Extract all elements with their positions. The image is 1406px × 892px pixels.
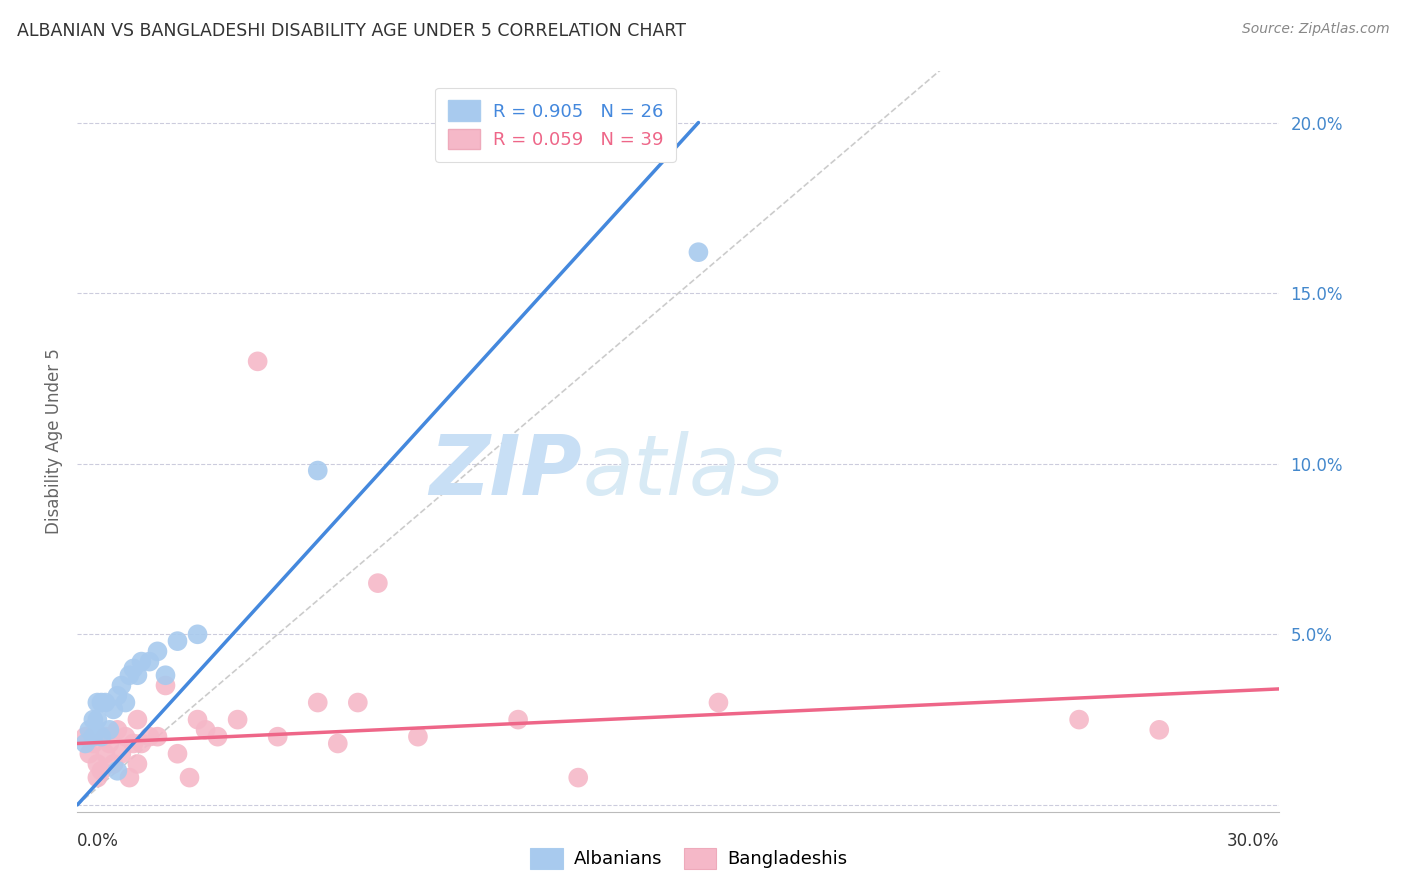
Point: [186, 713, 209, 727]
Point: [98, 737, 121, 751]
Point: [90, 730, 112, 744]
Text: 30.0%: 30.0%: [1227, 831, 1279, 849]
Point: [94, 747, 117, 761]
Text: ALBANIAN VS BANGLADESHI DISABILITY AGE UNDER 5 CORRELATION CHART: ALBANIAN VS BANGLADESHI DISABILITY AGE U…: [17, 22, 686, 40]
Point: [207, 730, 229, 744]
Point: [1069, 713, 1091, 727]
Point: [94, 730, 117, 744]
Point: [82, 737, 104, 751]
Point: [226, 713, 249, 727]
Point: [118, 668, 141, 682]
Point: [131, 737, 153, 751]
Point: [131, 655, 153, 669]
Point: [127, 668, 149, 682]
Point: [75, 730, 97, 744]
Point: [567, 771, 589, 785]
Point: [79, 747, 101, 761]
Point: [114, 696, 136, 710]
Point: [508, 713, 530, 727]
Legend: Albanians, Bangladeshis: Albanians, Bangladeshis: [523, 840, 855, 876]
Point: [82, 713, 104, 727]
Point: [347, 696, 370, 710]
Text: ZIP: ZIP: [430, 431, 582, 512]
Point: [166, 747, 188, 761]
Point: [94, 696, 117, 710]
Point: [179, 771, 201, 785]
Point: [138, 655, 160, 669]
Legend: R = 0.905   N = 26, R = 0.059   N = 39: R = 0.905 N = 26, R = 0.059 N = 39: [434, 87, 676, 162]
Text: Source: ZipAtlas.com: Source: ZipAtlas.com: [1241, 22, 1389, 37]
Point: [127, 713, 149, 727]
Point: [406, 730, 429, 744]
Point: [86, 696, 108, 710]
Point: [688, 245, 710, 260]
Point: [107, 689, 129, 703]
Point: [82, 730, 104, 744]
Point: [127, 756, 149, 771]
Point: [186, 627, 209, 641]
Point: [146, 644, 169, 658]
Point: [118, 771, 141, 785]
Point: [103, 702, 125, 716]
Point: [122, 661, 145, 675]
Point: [86, 713, 108, 727]
Point: [107, 723, 129, 737]
Point: [79, 723, 101, 737]
Point: [98, 723, 121, 737]
Point: [90, 696, 112, 710]
Text: 0.0%: 0.0%: [77, 831, 120, 849]
Point: [707, 696, 730, 710]
Point: [367, 576, 389, 591]
Point: [155, 668, 177, 682]
Point: [90, 764, 112, 778]
Point: [246, 354, 269, 368]
Point: [146, 730, 169, 744]
Point: [166, 634, 188, 648]
Point: [122, 737, 145, 751]
Point: [267, 730, 290, 744]
Point: [110, 678, 132, 692]
Point: [155, 678, 177, 692]
Y-axis label: Disability Age Under 5: Disability Age Under 5: [45, 349, 63, 534]
Point: [1149, 723, 1171, 737]
Point: [326, 737, 349, 751]
Point: [103, 756, 125, 771]
Point: [110, 747, 132, 761]
Point: [86, 771, 108, 785]
Point: [307, 464, 329, 478]
Point: [75, 737, 97, 751]
Point: [194, 723, 217, 737]
Text: atlas: atlas: [582, 431, 785, 512]
Point: [138, 730, 160, 744]
Point: [307, 696, 329, 710]
Point: [107, 764, 129, 778]
Point: [86, 756, 108, 771]
Point: [114, 730, 136, 744]
